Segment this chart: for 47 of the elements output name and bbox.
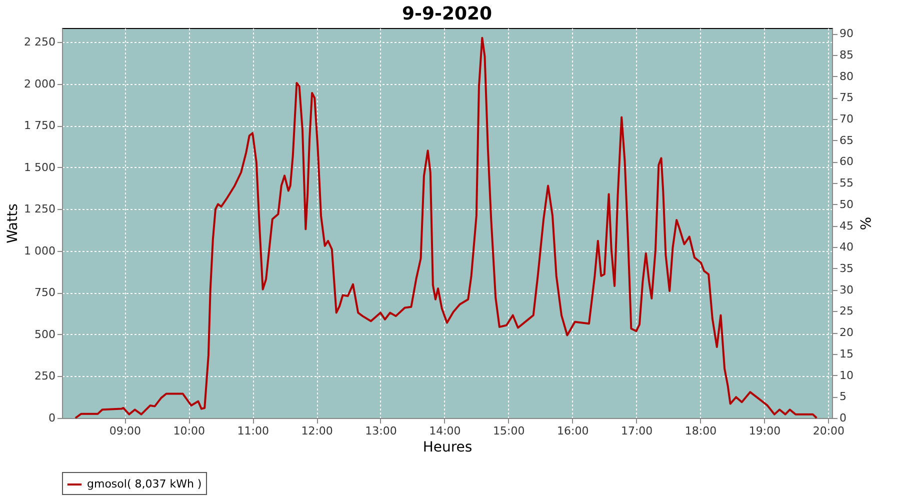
x-tick-label: 17:00 [620, 424, 653, 438]
y-tick-label: 2 250 [24, 36, 56, 49]
y2-tick-label: 40 [840, 240, 854, 254]
y-axis-title: Watts [5, 204, 22, 244]
y2-tick-label: 15 [840, 347, 854, 360]
y2-tick-label: 55 [840, 176, 854, 190]
y2-tick-label: 85 [840, 48, 854, 62]
x-tick-label: 11:00 [237, 424, 269, 438]
y-tick-label: 500 [34, 328, 56, 341]
chart-title: 9-9-2020 [402, 4, 492, 25]
y2-tick-label: 25 [840, 304, 854, 318]
x-tick-label: 14:00 [429, 424, 461, 438]
x-tick-label: 12:00 [301, 424, 333, 438]
y2-tick-label: 80 [840, 70, 854, 83]
y-tick-label: 0 [48, 412, 56, 424]
y2-tick-label: 20 [840, 326, 854, 340]
y-tick-label: 1 250 [24, 202, 56, 216]
y2-tick-label: 30 [840, 283, 854, 296]
y2-axis-title: % [856, 216, 872, 230]
x-tick-label: 16:00 [556, 424, 589, 438]
x-tick-label: 10:00 [173, 424, 205, 438]
y-tick-label: 2 000 [24, 77, 56, 90]
y-tick-label: 1 000 [24, 244, 56, 258]
y2-tick-label: 65 [840, 134, 854, 147]
y-tick-label: 750 [34, 286, 56, 300]
x-tick-label: 15:00 [493, 424, 525, 438]
y2-tick-label: 45 [840, 219, 854, 232]
x-tick-label: 13:00 [365, 424, 397, 438]
x-tick-label: 09:00 [109, 424, 142, 438]
y-tick-label: 1 500 [24, 160, 56, 174]
y2-tick-label: 35 [840, 262, 854, 275]
y2-tick-label: 90 [840, 27, 854, 40]
x-axis-title: Heures [422, 440, 472, 456]
y2-tick-label: 60 [840, 155, 854, 168]
y-tick-label: 250 [34, 370, 56, 383]
y2-tick-label: 50 [840, 198, 854, 211]
y2-tick-label: 75 [840, 91, 854, 104]
x-tick-label: 19:00 [748, 424, 781, 438]
y2-tick-label: 5 [840, 390, 846, 404]
x-tick-label: 18:00 [684, 424, 717, 438]
y-tick-label: 1 750 [24, 119, 56, 132]
line-series [74, 36, 818, 419]
y2-tick-label: 0 [840, 412, 846, 424]
y2-tick-label: 70 [840, 112, 854, 126]
y2-tick-label: 10 [840, 368, 854, 382]
legend-label: gmosol( 8,037 kWh ) [87, 478, 202, 490]
x-tick-label: 20:00 [812, 424, 845, 438]
